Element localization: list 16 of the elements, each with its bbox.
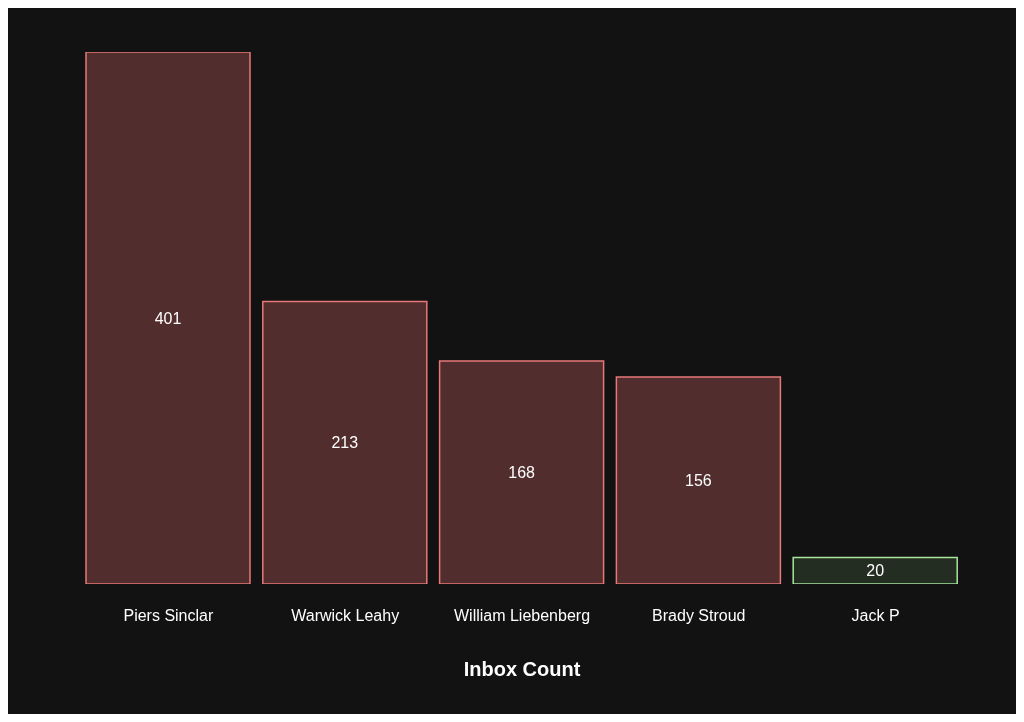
- data-label: 401: [154, 309, 182, 327]
- data-label: 168: [508, 464, 536, 482]
- bar: [262, 300, 428, 584]
- x-tick-label: Warwick Leahy: [291, 607, 400, 625]
- x-tick-label: William Liebenberg: [453, 607, 591, 625]
- bar: [615, 376, 782, 584]
- data-label: 20: [866, 562, 885, 580]
- data-label: 156: [685, 472, 712, 490]
- x-tick-label: Piers Sinclar: [123, 607, 214, 625]
- x-axis-title: Inbox Count: [463, 658, 581, 680]
- bar: [792, 556, 958, 584]
- data-label: 213: [331, 434, 359, 452]
- x-tick-label: Jack P: [851, 607, 900, 625]
- bar: [85, 52, 251, 584]
- x-tick-label: Brady Stroud: [652, 607, 746, 625]
- bar: [438, 360, 605, 584]
